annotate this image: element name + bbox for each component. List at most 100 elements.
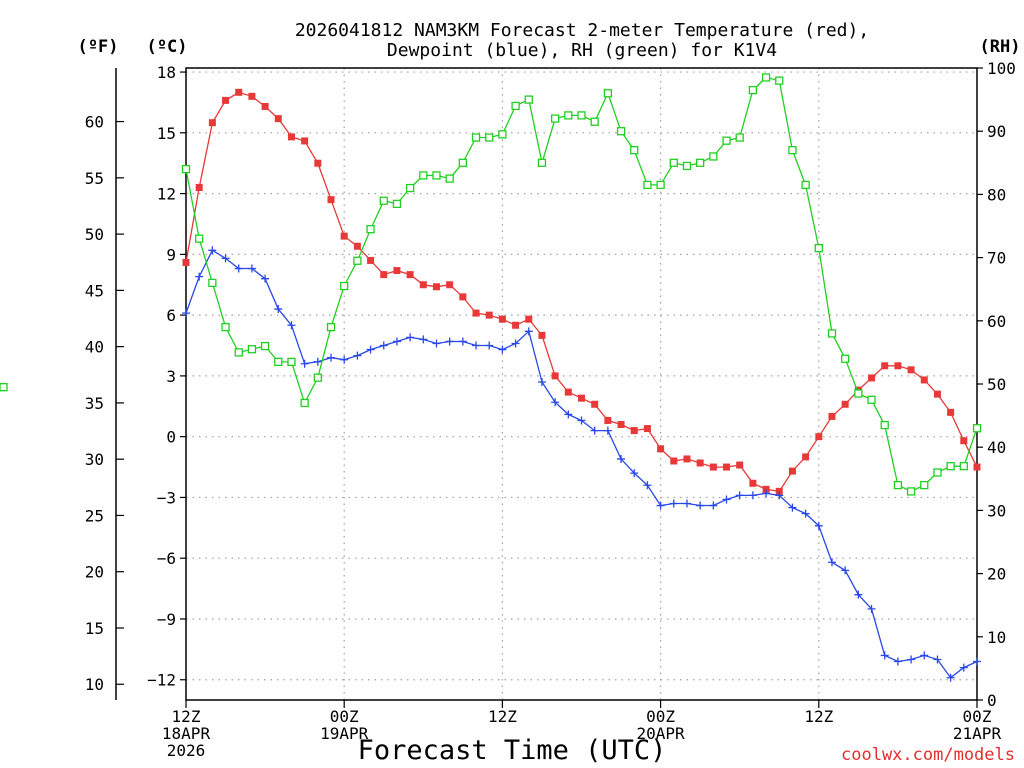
rh-point [972,424,982,433]
dewpoint-point [867,604,876,613]
temperature-point [195,184,203,192]
rh-point [920,480,929,490]
temperature-point [683,455,691,463]
temperature-point [327,196,335,204]
temperature-point [380,271,388,279]
rh-point [208,278,217,288]
temperature-point [736,461,744,469]
temperature-point [723,463,731,471]
dewpoint-point [788,503,797,512]
dewpoint-point [959,663,968,672]
rh-point [471,133,481,142]
rh-point [933,468,942,477]
temperature-point [274,115,282,123]
rh-point [221,322,230,332]
dewpoint-point [841,566,850,575]
temperature-point [894,362,902,370]
rh-point [630,146,639,155]
celsius-tick-label: 12 [157,185,176,204]
temperature-point [459,293,467,301]
rh-tick-label: 20 [987,565,1006,584]
rh-point [854,389,863,398]
temperature-point [828,412,836,420]
rh-point [195,234,204,243]
dewpoint-point [854,590,863,599]
rh-point [366,225,375,234]
temperature-point [591,400,599,408]
fahrenheit-tick-label: 35 [85,394,104,413]
rh-point [405,183,415,193]
rh-point [340,281,349,291]
temperature-point [578,394,585,402]
dewpoint-point [274,305,283,314]
dewpoint-point [748,491,757,500]
temperature-point [525,315,533,323]
dewpoint-point [682,499,691,508]
temperature-point [947,408,955,416]
rh-point [353,256,362,265]
rh-point [392,199,402,209]
rh-point [814,243,823,253]
temperature-point [248,92,256,100]
rh-point [722,136,731,145]
rh-point [432,171,441,180]
data-series [0,73,982,682]
rh-point [326,322,336,332]
celsius-tick-label: −9 [157,610,176,629]
dewpoint-point [801,509,810,518]
celsius-tick-label: 18 [157,63,176,82]
celsius-tick-label: 15 [157,124,176,143]
dewpoint-point [827,558,836,567]
dewpoint-point [735,491,744,500]
rh-axis-unit: (RH) [980,37,1021,57]
dewpoint-point [419,335,428,344]
rh-point [379,196,388,205]
x-tick-label: 00Z 20APR [637,707,686,743]
temperature-point [907,366,915,374]
dewpoint-point [287,321,296,330]
rh-point [247,345,257,354]
rh-point [696,158,705,167]
temperature-point [775,487,783,495]
dewpoint-point [458,337,467,346]
temperature-point [261,102,269,110]
celsius-tick-label: 0 [166,428,176,447]
rh-tick-label: 90 [987,122,1006,141]
temperature-point [630,427,638,435]
rh-point [234,348,243,357]
temperature-point [960,437,968,445]
rh-point [959,462,968,471]
temperature-point [367,256,375,264]
dewpoint-point [485,341,494,350]
temperature-point [643,425,651,433]
rh-point [906,487,916,496]
celsius-tick-label: 9 [166,245,176,264]
dewpoint-point [327,353,336,362]
dewpoint-point [537,377,546,386]
dewpoint-point [722,495,731,504]
temperature-point [419,281,427,289]
rh-point [656,180,665,190]
rh-tick-label: 50 [987,375,1006,394]
temperature-point [617,421,625,429]
rh-point [788,146,797,155]
rh-point [761,73,771,82]
temperature-point [287,133,295,141]
temperature-point [709,463,717,471]
temperature-point [538,331,546,339]
rh-point [775,76,784,85]
x-tick-label: 12Z [804,707,833,726]
rh-point [485,133,494,142]
x-tick-label: 12Z [488,707,517,726]
rh-tick-label: 0 [987,691,997,710]
rh-point [880,420,889,430]
dewpoint-point [643,481,652,490]
temperature-point [406,271,414,279]
dewpoint-point [195,272,204,281]
fahrenheit-tick-label: 10 [85,675,104,694]
rh-point [550,114,560,123]
rh-point [287,357,296,367]
dewpoint-point [946,673,955,682]
rh-tick-label: 60 [987,312,1006,331]
